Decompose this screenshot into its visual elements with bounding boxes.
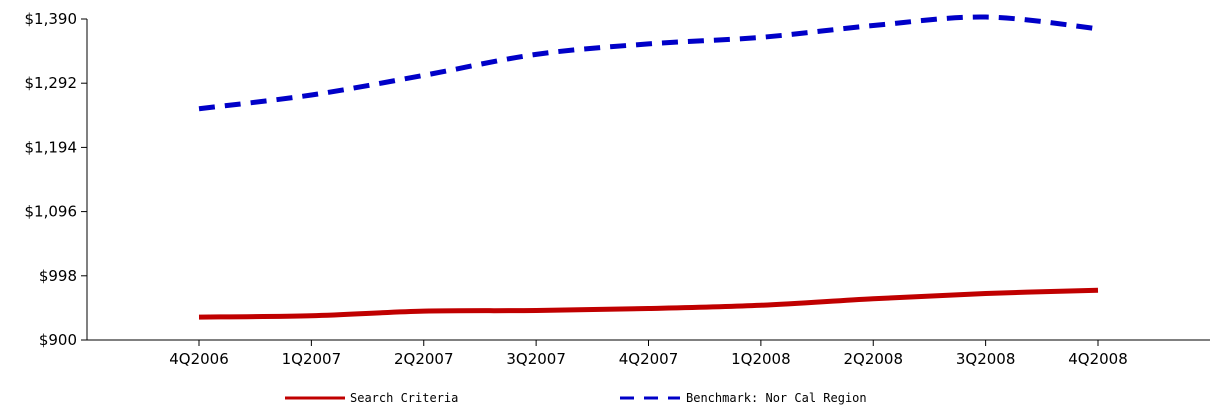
x-tick-label: 2Q2008 [843,350,903,368]
x-tick-label: 4Q2007 [619,350,679,368]
x-tick-label: 4Q2008 [1068,350,1128,368]
legend-label: Benchmark: Nor Cal Region [686,391,867,405]
series-line-search-criteria [198,287,1099,320]
y-tick-label: $1,194 [25,138,78,156]
x-tick-label: 1Q2008 [731,350,791,368]
x-tick-label: 3Q2008 [956,350,1016,368]
y-tick-label: $1,390 [25,10,78,28]
y-tick-label: $900 [39,331,77,349]
y-tick-label: $1,292 [25,74,78,92]
x-tick-label: 3Q2007 [506,350,566,368]
x-tick-label: 1Q2007 [282,350,342,368]
x-tick-label: 2Q2007 [394,350,454,368]
legend-label: Search Criteria [350,391,458,405]
y-tick-label: $998 [39,267,77,285]
series-lines [198,14,1099,320]
x-tick-label: 4Q2006 [169,350,229,368]
axes: $900 $998 $1,096 $1,194 $1,292 $1,390 4Q2006 1Q… [25,10,1210,368]
y-tick-label: $1,096 [25,203,78,221]
series-line-benchmark [198,14,1099,112]
legend: Search Criteria Benchmark: Nor Cal Region [285,391,867,405]
